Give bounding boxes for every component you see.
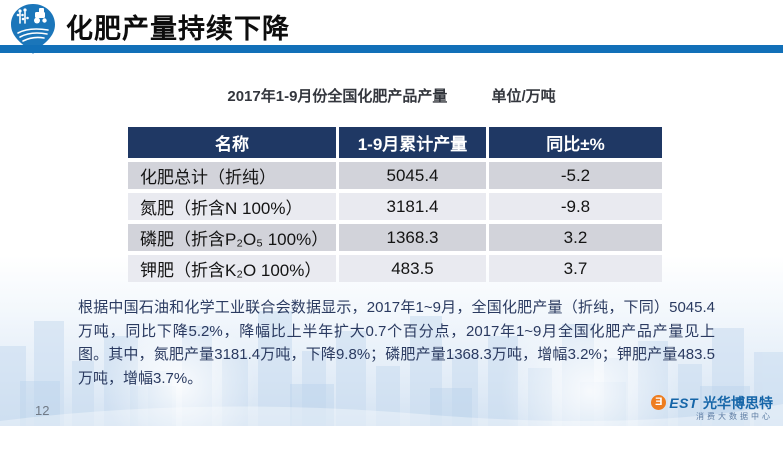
brand-name-chinese: 光华博思特 (703, 394, 773, 411)
fertilizer-output-table: 名称 1-9月累计产量 同比±% 化肥总计（折纯） 5045.4 -5.2 氮肥… (128, 127, 662, 282)
table-cell-output: 5045.4 (339, 162, 486, 189)
table-cell-yoy: -9.8 (489, 193, 662, 220)
table-cell-yoy: 3.7 (489, 255, 662, 282)
table-cell-name: 氮肥（折含N 100%） (128, 193, 336, 220)
column-header-yoy: 同比±% (489, 127, 662, 158)
page-title: 化肥产量持续下降 (66, 14, 290, 44)
slide-header: 化肥产量持续下降 (0, 0, 783, 54)
best-company-logo: Ǝ EST 光华博思特 消费大数据中心 (651, 395, 773, 421)
table-cell-output: 483.5 (339, 255, 486, 282)
header-accent-bar (0, 45, 783, 53)
table-caption-row: 2017年1-9月份全国化肥产品产量 单位/万吨 (0, 85, 783, 106)
table-cell-yoy: 3.2 (489, 224, 662, 251)
table-caption: 2017年1-9月份全国化肥产品产量 (227, 88, 448, 105)
column-header-name: 名称 (128, 127, 336, 158)
brand-subtitle: 消费大数据中心 (696, 412, 773, 421)
best-logo-text: EST (669, 394, 698, 411)
column-header-output: 1-9月累计产量 (339, 127, 486, 158)
table-cell-output: 3181.4 (339, 193, 486, 220)
page-number: 12 (35, 403, 50, 418)
table-cell-yoy: -5.2 (489, 162, 662, 189)
table-cell-output: 1368.3 (339, 224, 486, 251)
table-unit-label: 单位/万吨 (491, 88, 556, 105)
analysis-paragraph: 根据中国石油和化学工业联合会数据显示，2017年1~9月，全国化肥产量（折纯，下… (78, 299, 715, 387)
table-cell-name: 磷肥（折含P₂O₅ 100%） (128, 224, 336, 251)
agriculture-pin-logo-icon (11, 4, 55, 54)
table-cell-name: 钾肥（折含K₂O 100%） (128, 255, 336, 282)
table-cell-name: 化肥总计（折纯） (128, 162, 336, 189)
best-logo-circle-icon: Ǝ (651, 395, 667, 410)
